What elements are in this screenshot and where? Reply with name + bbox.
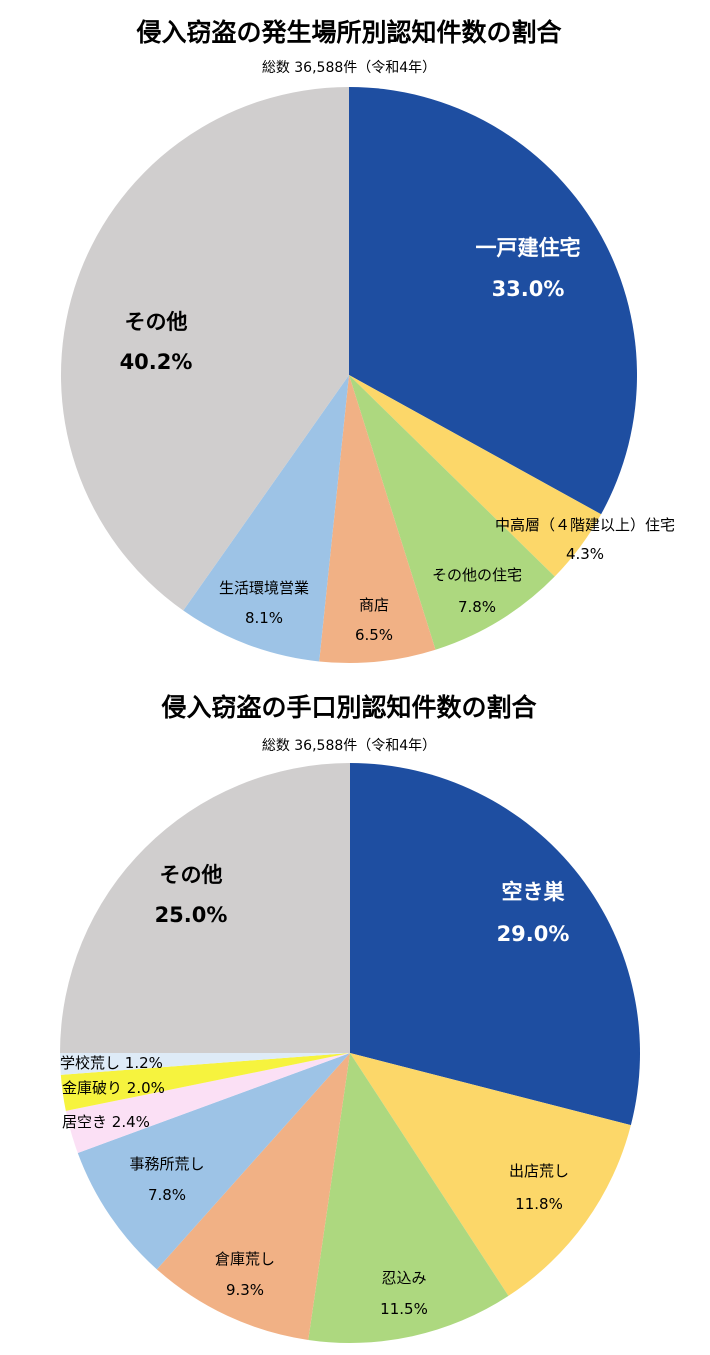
chart-2-slice-8	[60, 763, 350, 1053]
chart-2: 侵入窃盗の手口別認知件数の割合 総数 36,588件（令和4年） 空き巣 29.…	[59, 693, 641, 1344]
chart-1-subtitle: 総数 36,588件（令和4年）	[262, 60, 436, 76]
chart-2-label-8: その他 25.0%	[155, 863, 228, 927]
chart-2-slice-label: その他	[160, 863, 223, 887]
chart-1-slice-0	[349, 87, 638, 515]
chart-2-slice-7	[59, 1053, 350, 1075]
chart-1-slice-3	[319, 375, 436, 663]
chart-2-slice-1	[350, 1053, 631, 1296]
chart-2-slice-2	[308, 1053, 509, 1344]
chart-1-slice-value: 33.0%	[492, 277, 565, 301]
chart-2-slice-4	[77, 1053, 351, 1270]
chart-2-slice-value: 9.3%	[226, 1281, 264, 1299]
chart-1-slice-label: 中高層（４階建以上）住宅	[495, 516, 675, 534]
chart-1: 侵入窃盗の発生場所別認知件数の割合 総数 36,588件（令和4年） 一戸建住宅…	[60, 18, 675, 663]
chart-1-slice-2	[349, 375, 555, 650]
chart-2-label-5: 居空き 2.4%	[62, 1113, 150, 1131]
chart-1-slice-label: 生活環境営業	[219, 579, 309, 597]
chart-2-pie	[59, 763, 641, 1344]
chart-2-subtitle: 総数 36,588件（令和4年）	[262, 738, 436, 754]
chart-2-slice-label: 倉庫荒し	[215, 1250, 275, 1268]
chart-2-slice-value: 11.8%	[515, 1195, 563, 1213]
chart-2-slice-value: 25.0%	[155, 903, 228, 927]
chart-2-slice-5	[65, 1053, 350, 1153]
chart-2-label-3: 倉庫荒し 9.3%	[215, 1250, 275, 1299]
chart-2-label-7: 学校荒し 1.2%	[60, 1054, 163, 1072]
chart-1-slice-5	[60, 86, 349, 611]
chart-2-label-6: 金庫破り 2.0%	[62, 1079, 165, 1097]
chart-2-label-4: 事務所荒し 7.8%	[129, 1155, 204, 1204]
chart-2-slice-label: 金庫破り 2.0%	[62, 1079, 165, 1097]
chart-1-slice-4	[183, 375, 349, 662]
chart-1-label-1: 中高層（４階建以上）住宅 4.3%	[495, 516, 675, 563]
chart-1-label-0: 一戸建住宅 33.0%	[476, 236, 581, 301]
chart-1-slice-label: 一戸建住宅	[476, 236, 581, 260]
chart-2-label-0: 空き巣 29.0%	[497, 880, 570, 946]
chart-1-title: 侵入窃盗の発生場所別認知件数の割合	[135, 18, 562, 47]
chart-2-slice-label: 忍込み	[381, 1269, 426, 1287]
chart-2-slice-value: 11.5%	[380, 1300, 428, 1318]
chart-1-label-3: 商店 6.5%	[355, 596, 393, 644]
chart-1-slice-1	[349, 375, 602, 577]
chart-1-slice-value: 4.3%	[566, 545, 604, 563]
chart-1-label-4: 生活環境営業 8.1%	[219, 579, 309, 627]
chart-2-slice-label: 出店荒し	[509, 1162, 569, 1180]
chart-2-slice-value: 7.8%	[148, 1186, 186, 1204]
chart-2-slice-label: 空き巣	[502, 880, 566, 904]
chart-1-slice-label: その他の住宅	[432, 566, 522, 584]
chart-1-label-2: その他の住宅 7.8%	[432, 566, 522, 616]
chart-1-slice-label: その他	[125, 310, 188, 334]
chart-2-slice-0	[350, 763, 641, 1126]
chart-1-slice-value: 6.5%	[355, 626, 393, 644]
chart-1-slice-value: 8.1%	[245, 609, 283, 627]
chart-1-slice-value: 40.2%	[120, 350, 193, 374]
chart-1-label-5: その他 40.2%	[120, 310, 193, 374]
chart-2-slice-label: 学校荒し 1.2%	[60, 1054, 163, 1072]
chart-1-pie	[60, 86, 638, 663]
chart-2-slice-label: 事務所荒し	[129, 1155, 204, 1173]
chart-1-slice-value: 7.8%	[458, 598, 496, 616]
chart-2-slice-3	[156, 1053, 350, 1340]
chart-2-label-2: 忍込み 11.5%	[380, 1269, 428, 1318]
chart-2-slice-value: 29.0%	[497, 922, 570, 946]
chart-2-slice-6	[60, 1053, 350, 1111]
chart-2-label-1: 出店荒し 11.8%	[509, 1162, 569, 1213]
chart-2-title: 侵入窃盗の手口別認知件数の割合	[160, 693, 537, 722]
chart-1-slice-label: 商店	[359, 596, 389, 614]
chart-2-slice-label: 居空き 2.4%	[62, 1113, 150, 1131]
